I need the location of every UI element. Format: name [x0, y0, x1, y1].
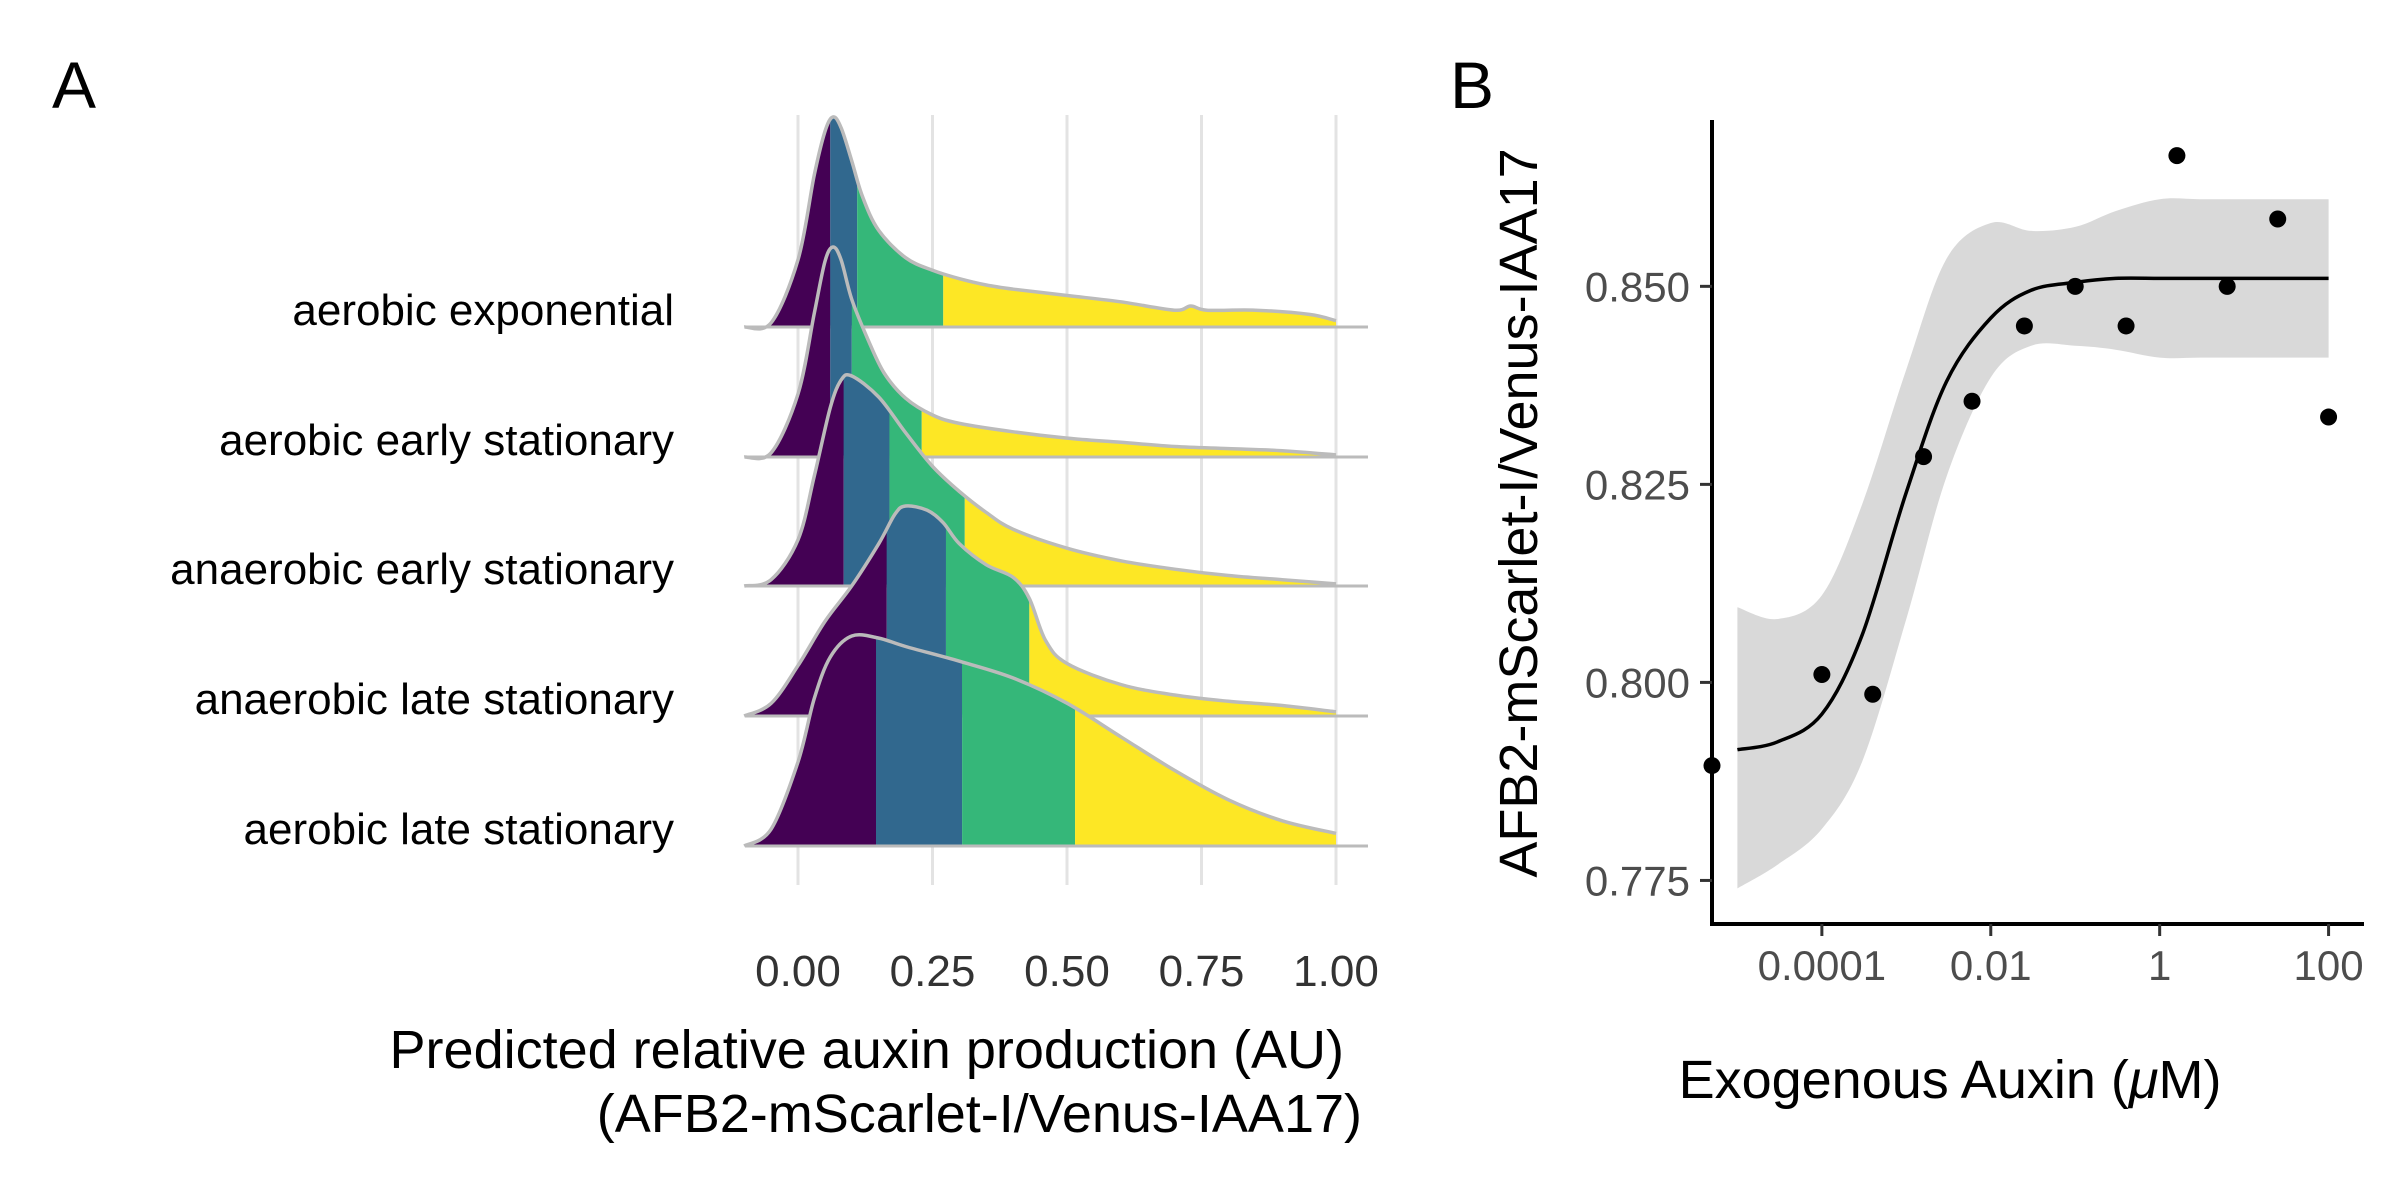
- ridge-label: aerobic exponential: [292, 286, 674, 335]
- data-point: [1813, 665, 1831, 683]
- ridgeline-x-tick-labels: 0.00 0.25 0.50 0.75 1.00: [755, 947, 1379, 996]
- panel-b-label: B: [1450, 48, 1494, 122]
- fitted-curve-line: [1737, 276, 2329, 752]
- ridgeline-x-tick-label: 0.00: [755, 947, 841, 996]
- ridge-outline: [743, 115, 1337, 331]
- ridge-outline: [743, 633, 1337, 848]
- ridge-label: anaerobic early stationary: [170, 545, 674, 594]
- data-point: [2269, 210, 2287, 228]
- x-tick-label: 0.0001: [1758, 942, 1886, 989]
- x-axis-title-mu: μ: [2127, 1050, 2159, 1110]
- ridge-quantile-band: [921, 246, 1336, 457]
- ridge-anaerobic-early-stationary: anaerobic early stationary: [170, 372, 1368, 594]
- fitted-curve: [1737, 276, 2329, 752]
- ridgeline-chart: aerobic exponential aerobic early station…: [170, 115, 1379, 1144]
- y-tick-label: 0.800: [1585, 659, 1690, 706]
- data-point: [1963, 392, 1981, 410]
- ridge-label: aerobic early stationary: [219, 416, 674, 465]
- ridge-aerobic-early-stationary: aerobic early stationary: [219, 245, 1368, 465]
- data-point: [2066, 277, 2084, 295]
- x-tick-label: 100: [2294, 942, 2364, 989]
- confidence-band-area: [1737, 198, 2329, 889]
- ridgeline-x-axis-title-line1: Predicted relative auxin production (AU): [390, 1020, 1344, 1080]
- y-tick-label: 0.775: [1585, 857, 1690, 904]
- y-tick-label: 0.850: [1585, 263, 1690, 310]
- data-point: [2218, 277, 2236, 295]
- ridge-label: aerobic late stationary: [244, 805, 674, 854]
- x-axis-title-suffix: M): [2158, 1050, 2221, 1110]
- data-point: [1864, 685, 1882, 703]
- x-tick-label: 1: [2148, 942, 2171, 989]
- x-axis-title-prefix: Exogenous Auxin (: [1679, 1050, 2129, 1110]
- ridge-outline: [743, 245, 1337, 461]
- axes: [1710, 120, 2364, 926]
- x-tick-labels: 0.0001 0.01 1 100: [1758, 924, 2364, 989]
- ridge-quantile-band: [876, 634, 963, 846]
- data-point: [2015, 317, 2033, 335]
- ridgeline-series: aerobic exponential aerobic early station…: [170, 115, 1368, 854]
- ridgeline-x-tick-label: 0.25: [890, 947, 976, 996]
- ridge-quantile-band: [943, 116, 1336, 327]
- y-axis-title: AFB2-mScarlet-I/Venus-IAA17: [1489, 148, 1549, 877]
- ridgeline-x-axis-title-line2: (AFB2-mScarlet-I/Venus-IAA17): [597, 1084, 1362, 1144]
- ridgeline-x-tick-label: 0.50: [1024, 947, 1110, 996]
- ridge-label: anaerobic late stationary: [195, 675, 674, 724]
- ridge-quantile-band: [1029, 505, 1336, 716]
- y-tick-labels: 0.775 0.800 0.825 0.850: [1585, 263, 1712, 904]
- ridgeline-x-tick-label: 1.00: [1293, 947, 1379, 996]
- confidence-band: [1737, 198, 2329, 889]
- data-point: [2320, 408, 2338, 426]
- data-point: [2168, 147, 2186, 165]
- dose-response-chart: 0.775 0.800 0.825 0.850 0.0001 0.01 1 100 AFB2…: [1489, 120, 2364, 1110]
- panel-a-label: A: [52, 48, 96, 122]
- scatter-points: [1703, 147, 2338, 775]
- ridge-anaerobic-late-stationary: anaerobic late stationary: [195, 504, 1368, 724]
- ridge-quantile-band: [964, 374, 1336, 586]
- ridgeline-x-tick-label: 0.75: [1159, 947, 1245, 996]
- y-tick-label: 0.825: [1585, 461, 1690, 508]
- data-point: [2117, 317, 2135, 335]
- data-point: [1915, 448, 1933, 466]
- ridge-outline: [743, 372, 1337, 588]
- ridge-outline: [743, 504, 1337, 718]
- x-axis-title: Exogenous Auxin (μM): [1679, 1050, 2222, 1110]
- x-tick-label: 0.01: [1950, 942, 2032, 989]
